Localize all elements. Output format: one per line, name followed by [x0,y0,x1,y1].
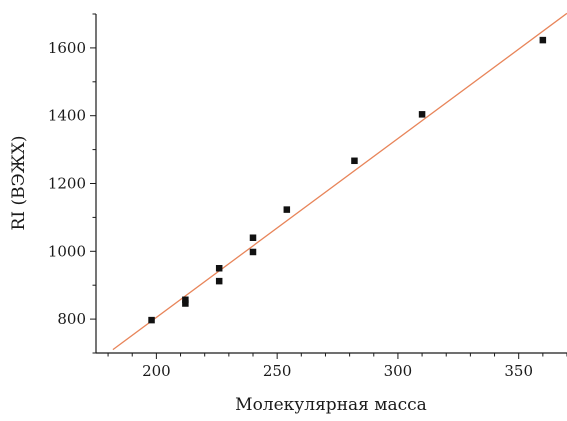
x-tick-label: 200 [142,362,171,380]
data-point [215,277,223,285]
y-tick-label: 1000 [48,242,86,260]
fit-line-layer [112,12,567,351]
y-tick-label: 1200 [48,175,86,193]
x-tick-label: 350 [504,362,533,380]
data-point [351,157,358,165]
x-tick-label: 300 [384,362,413,380]
y-tick-label: 1600 [48,39,86,57]
data-point [215,265,223,272]
data-points [148,36,547,324]
data-point [182,300,189,307]
x-tick-label: 250 [263,362,292,380]
data-point [283,206,291,213]
tick-labels: 200 250 300 350 800 1000 1200 1400 1600 [48,39,533,380]
data-point [148,316,155,324]
fit-line [112,12,567,351]
y-tick-label: 1400 [48,107,86,125]
data-point [539,36,547,44]
data-point [418,111,426,118]
y-axis-label: RI (ВЭЖХ) [9,136,29,231]
x-axis-label: Молекулярная масса [235,395,427,415]
data-point [249,234,257,241]
data-point [182,296,189,304]
data-point [249,248,257,256]
y-tick-label: 800 [57,310,86,328]
axes [90,13,567,359]
